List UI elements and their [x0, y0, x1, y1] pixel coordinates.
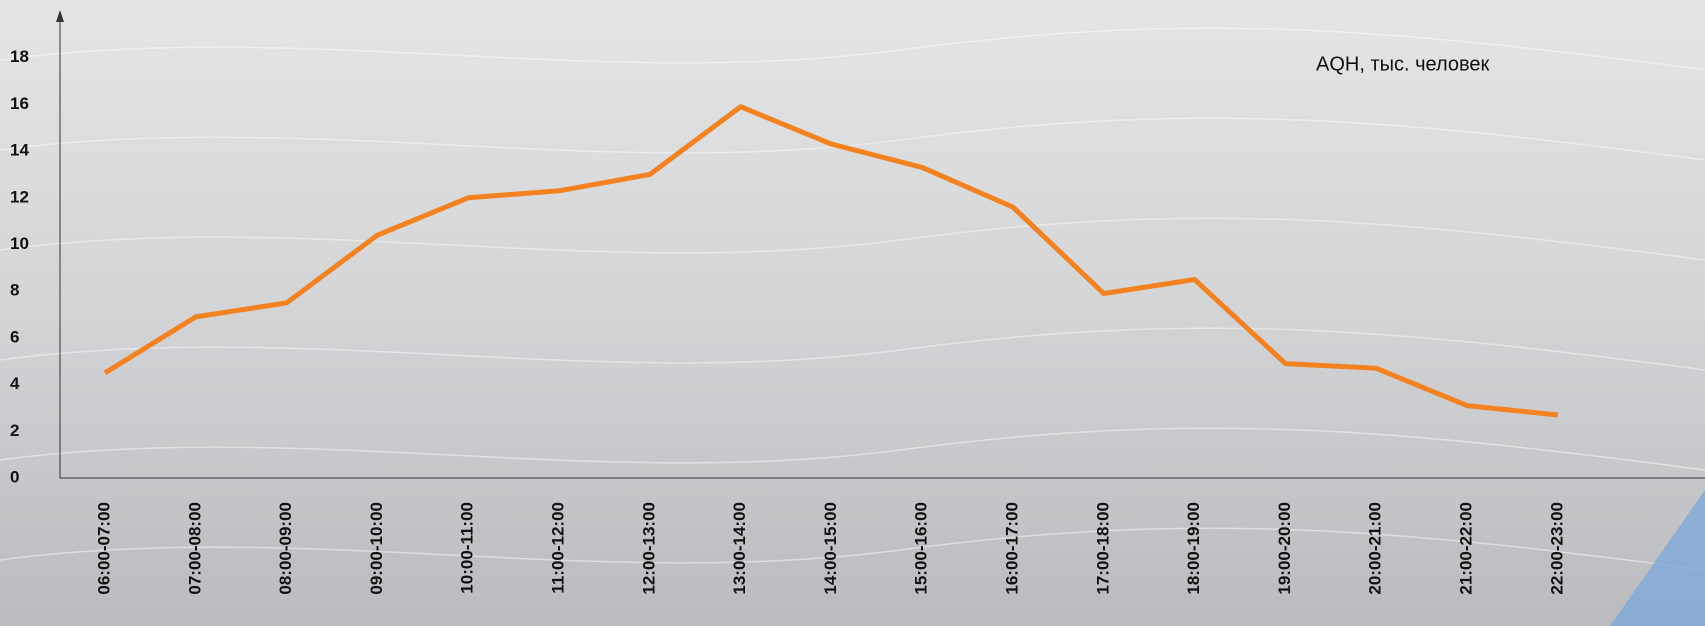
x-tick-label: 08:00-09:00 [276, 502, 295, 595]
y-tick-label: 4 [10, 374, 20, 393]
x-tick-label: 21:00-22:00 [1456, 502, 1475, 595]
y-tick-label: 6 [10, 327, 19, 346]
x-tick-label: 18:00-19:00 [1184, 502, 1203, 595]
x-tick-label: 14:00-15:00 [821, 502, 840, 595]
x-tick-label: 15:00-16:00 [912, 502, 931, 595]
y-tick-label: 14 [10, 141, 29, 160]
y-tick-label: 10 [10, 234, 29, 253]
y-tick-label: 0 [10, 467, 19, 486]
y-tick-label: 12 [10, 187, 29, 206]
x-tick-label: 16:00-17:00 [1002, 502, 1021, 595]
x-tick-label: 11:00-12:00 [548, 502, 567, 594]
y-tick-label: 2 [10, 421, 19, 440]
x-tick-label: 10:00-11:00 [458, 502, 477, 594]
y-tick-label: 8 [10, 281, 19, 300]
y-tick-label: 16 [10, 94, 29, 113]
corner-decoration [1610, 490, 1705, 626]
x-tick-label: 07:00-08:00 [185, 502, 204, 595]
x-tick-label: 20:00-21:00 [1366, 502, 1385, 595]
background-waves [0, 27, 1705, 571]
x-tick-label: 19:00-20:00 [1275, 502, 1294, 595]
x-tick-label: 12:00-13:00 [639, 502, 658, 595]
legend-label: AQH, тыс. человек [1316, 53, 1490, 75]
y-tick-label: 18 [10, 47, 29, 66]
x-tick-label: 22:00-23:00 [1547, 502, 1566, 595]
series-line [103, 104, 1559, 418]
x-tick-label: 13:00-14:00 [730, 502, 749, 595]
y-axis-arrow [56, 10, 64, 22]
x-tick-label: 09:00-10:00 [367, 502, 386, 595]
x-tick-label: 06:00-07:00 [94, 502, 113, 595]
x-tick-label: 17:00-18:00 [1093, 502, 1112, 595]
